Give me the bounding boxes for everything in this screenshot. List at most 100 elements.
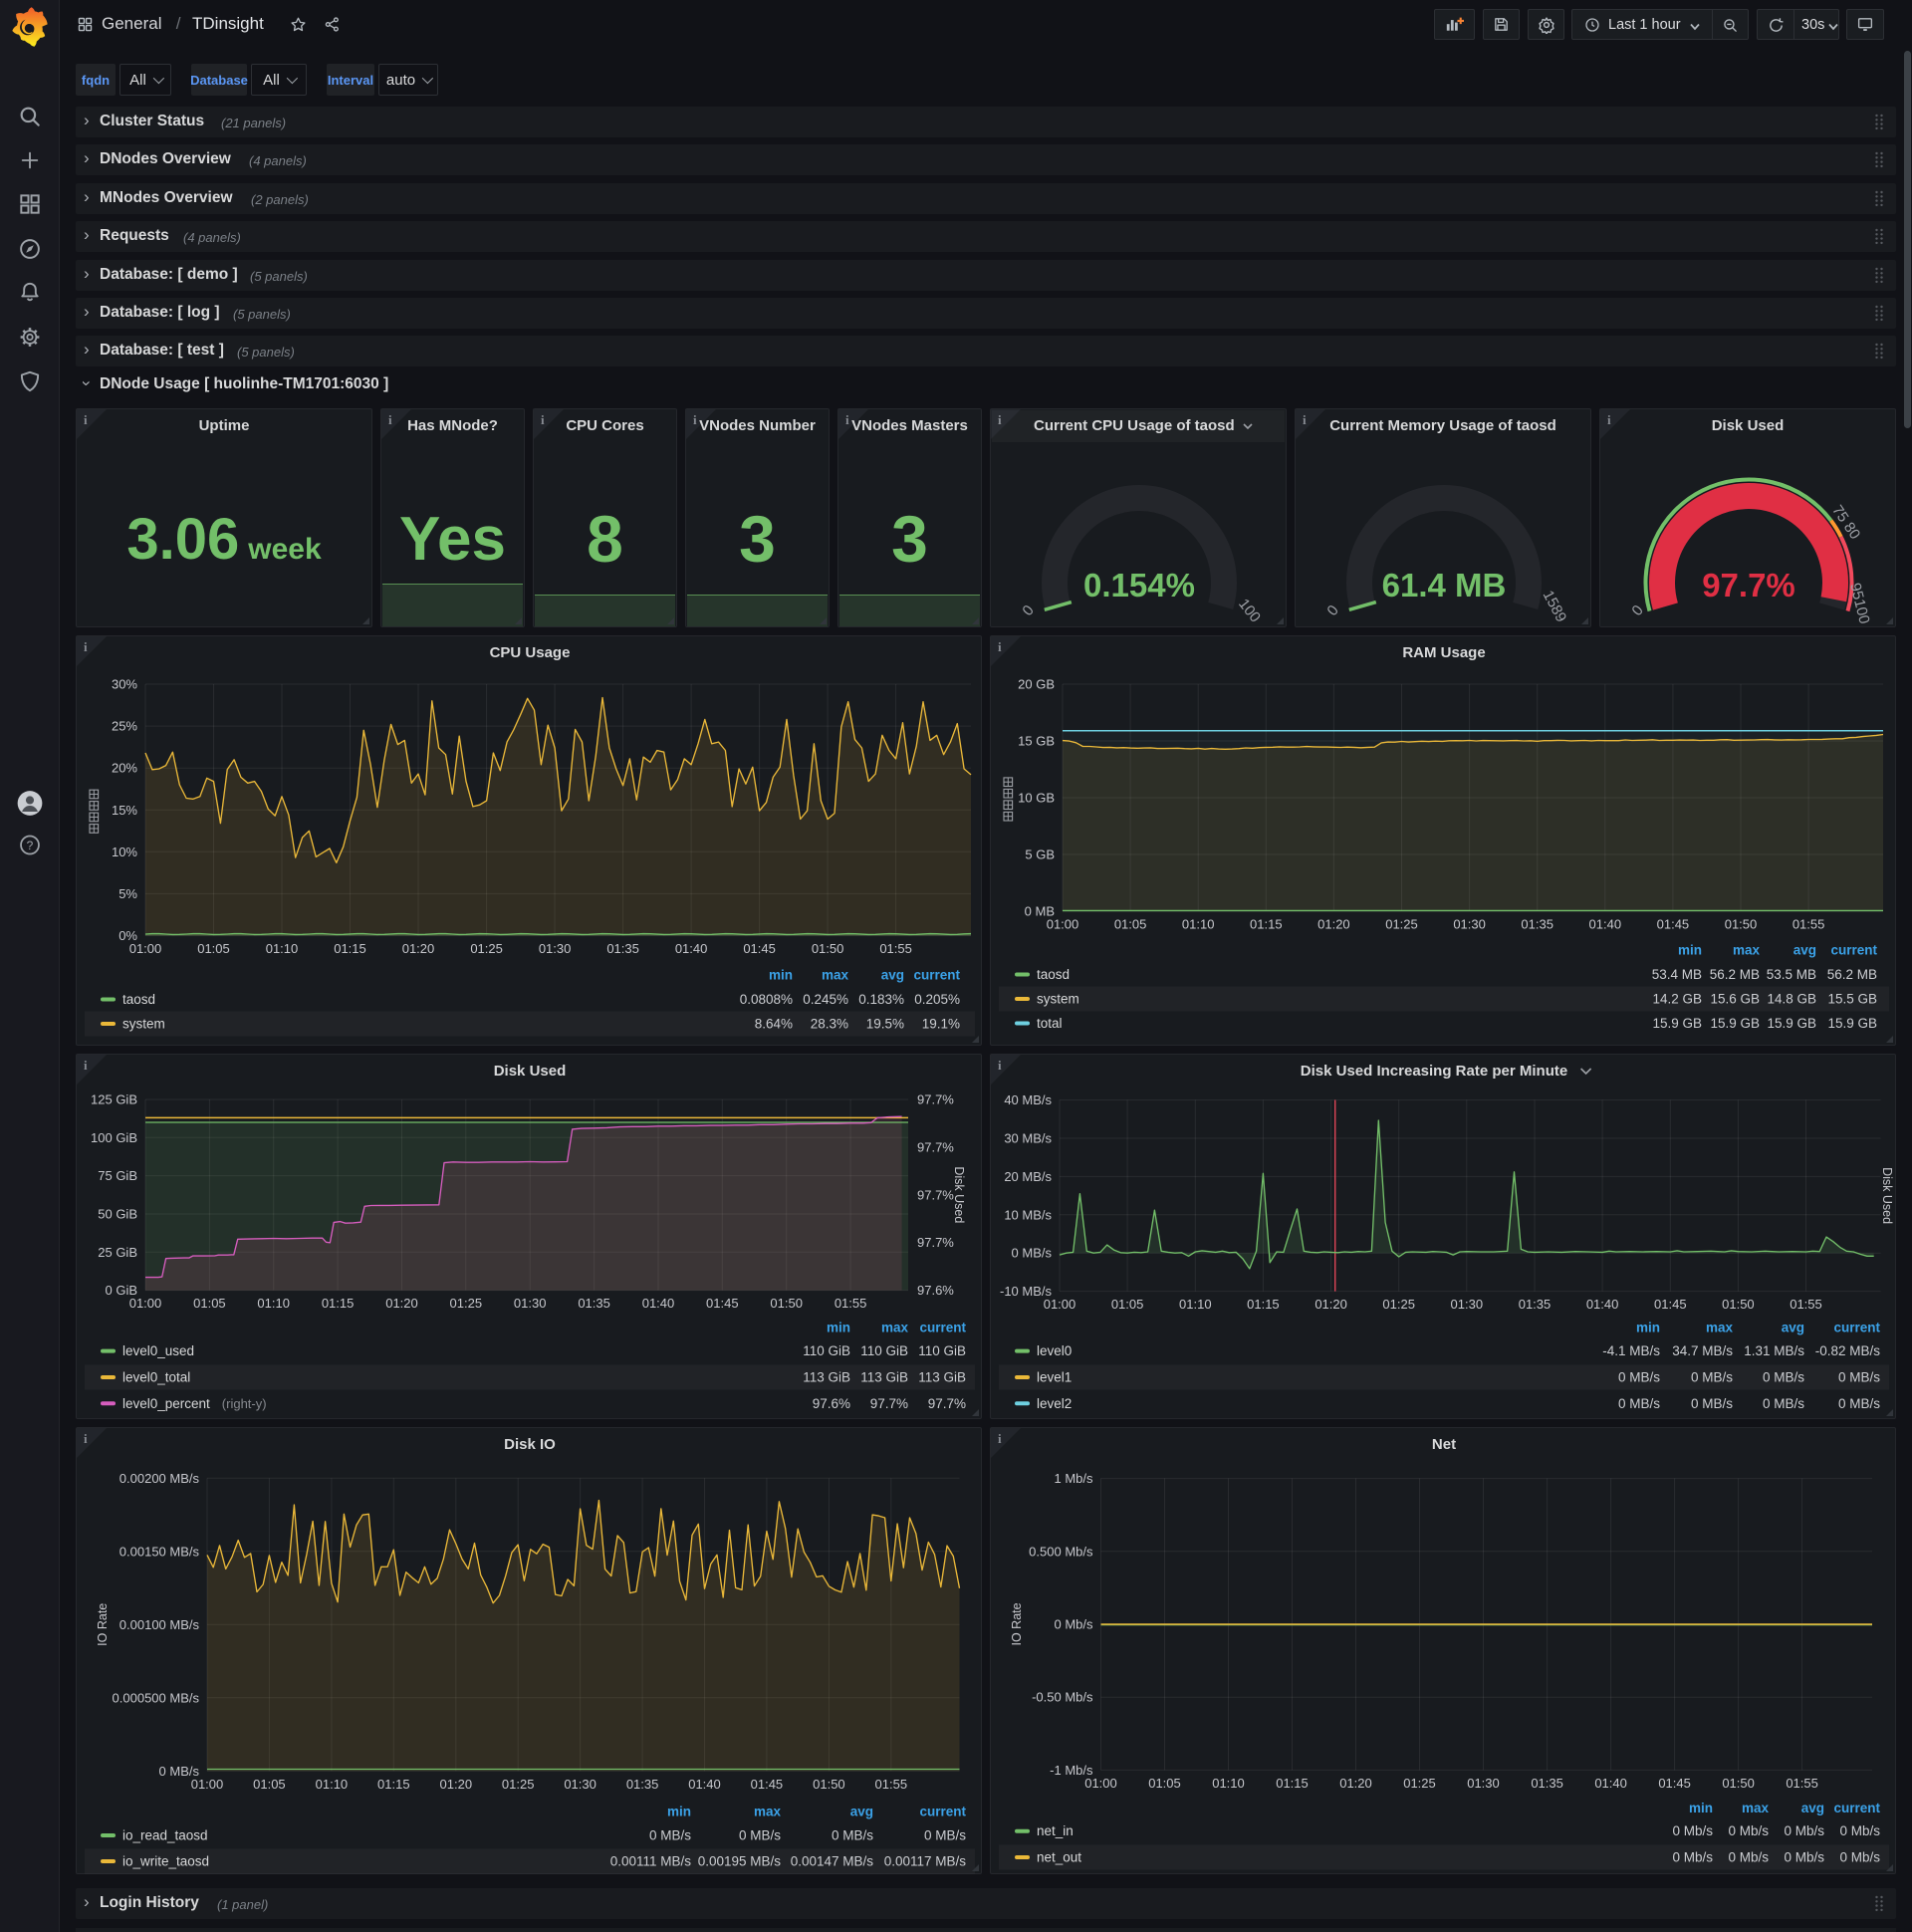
svg-text:max: max [1706, 1321, 1734, 1335]
svg-text:01:25: 01:25 [1385, 917, 1418, 932]
svg-text:01:10: 01:10 [316, 1777, 349, 1792]
svg-text:97.6%: 97.6% [917, 1283, 954, 1298]
svg-text:0.000500 MB/s: 0.000500 MB/s [113, 1690, 200, 1705]
svg-text:current: current [919, 1805, 966, 1819]
svg-text:110 GiB: 110 GiB [860, 1343, 908, 1358]
svg-text:97.7%: 97.7% [917, 1139, 954, 1154]
svg-text:Disk Used: Disk Used [952, 1166, 966, 1223]
svg-text:CPU Usage: CPU Usage [490, 644, 571, 661]
svg-text:-0.82 MB/s: -0.82 MB/s [1815, 1343, 1881, 1358]
svg-text:01:55: 01:55 [1786, 1776, 1818, 1791]
svg-text:01:30: 01:30 [564, 1777, 597, 1792]
svg-text:0 Mb/s: 0 Mb/s [1672, 1850, 1713, 1865]
svg-text:0 MB/s: 0 MB/s [832, 1828, 873, 1843]
svg-text:avg: avg [1801, 1801, 1824, 1815]
svg-text:net_out: net_out [1037, 1850, 1081, 1865]
svg-text:19.5%: 19.5% [866, 1017, 904, 1032]
svg-text:01:10: 01:10 [1212, 1776, 1245, 1791]
svg-text:io_read_taosd: io_read_taosd [122, 1828, 208, 1843]
svg-text:1 Mb/s: 1 Mb/s [1054, 1471, 1093, 1486]
svg-text:01:45: 01:45 [1654, 1297, 1687, 1312]
svg-text:system: system [1037, 992, 1079, 1007]
svg-text:-0.50 Mb/s: -0.50 Mb/s [1032, 1690, 1093, 1705]
svg-text:25%: 25% [112, 719, 137, 734]
svg-text:net_in: net_in [1037, 1823, 1074, 1838]
svg-text:01:45: 01:45 [751, 1777, 784, 1792]
svg-text:01:20: 01:20 [1339, 1776, 1372, 1791]
svg-text:01:50: 01:50 [812, 941, 844, 956]
svg-text:0.00150 MB/s: 0.00150 MB/s [120, 1544, 200, 1559]
svg-text:-10 MB/s: -10 MB/s [1000, 1284, 1053, 1299]
svg-text:level2: level2 [1037, 1396, 1072, 1411]
svg-text:97.7%: 97.7% [917, 1092, 954, 1107]
svg-text:0 Mb/s: 0 Mb/s [1054, 1617, 1093, 1632]
svg-text:14.8 GB: 14.8 GB [1767, 992, 1816, 1007]
svg-text:01:30: 01:30 [539, 941, 572, 956]
svg-text:01:20: 01:20 [385, 1296, 418, 1311]
svg-text:?: ? [26, 839, 33, 852]
svg-text:01:00: 01:00 [129, 941, 162, 956]
svg-text:0.500 Mb/s: 0.500 Mb/s [1029, 1544, 1093, 1559]
svg-text:61.4 MB: 61.4 MB [1382, 567, 1507, 604]
svg-text:0 MB: 0 MB [1025, 904, 1055, 919]
svg-text:01:40: 01:40 [1586, 1297, 1619, 1312]
svg-text:01:20: 01:20 [1317, 917, 1350, 932]
svg-text:01:00: 01:00 [1044, 1297, 1076, 1312]
svg-text:Disk Used: Disk Used [1880, 1167, 1894, 1224]
svg-text:0.245%: 0.245% [803, 992, 848, 1007]
svg-text:1589: 1589 [1540, 588, 1570, 624]
svg-text:0 MB/s: 0 MB/s [649, 1828, 691, 1843]
svg-text:01:30: 01:30 [1453, 917, 1486, 932]
svg-text:0 Mb/s: 0 Mb/s [1728, 1850, 1769, 1865]
svg-text:97.7%: 97.7% [870, 1396, 908, 1411]
svg-text:01:15: 01:15 [377, 1777, 410, 1792]
svg-text:min: min [1689, 1801, 1713, 1815]
svg-text:system: system [122, 1017, 165, 1032]
svg-text:current: current [919, 1321, 966, 1335]
svg-text:15.9 GB: 15.9 GB [1652, 1016, 1702, 1031]
svg-text:01:10: 01:10 [257, 1296, 290, 1311]
svg-text:100: 100 [1235, 596, 1264, 625]
svg-text:01:55: 01:55 [875, 1777, 908, 1792]
svg-text:01:25: 01:25 [470, 941, 503, 956]
svg-text:10 GB: 10 GB [1018, 791, 1055, 806]
svg-text:avg: avg [850, 1805, 873, 1819]
svg-text:current: current [1833, 1321, 1880, 1335]
svg-text:15.5 GB: 15.5 GB [1827, 992, 1877, 1007]
svg-text:0 MB/s: 0 MB/s [739, 1828, 781, 1843]
svg-text:97.7%: 97.7% [928, 1396, 966, 1411]
svg-text:Disk Used Increasing Rate per: Disk Used Increasing Rate per Minute [1301, 1063, 1567, 1080]
svg-text:0: 0 [1628, 602, 1646, 618]
svg-text:113 GiB: 113 GiB [860, 1370, 908, 1385]
svg-text:30%: 30% [112, 677, 137, 692]
svg-text:0.0808%: 0.0808% [740, 992, 793, 1007]
svg-text:01:25: 01:25 [502, 1777, 535, 1792]
svg-text:level0_percent: level0_percent [122, 1396, 210, 1411]
svg-text:100 GiB: 100 GiB [91, 1130, 137, 1145]
svg-text:75 GiB: 75 GiB [98, 1168, 137, 1183]
svg-text:113 GiB: 113 GiB [918, 1370, 966, 1385]
svg-text:01:15: 01:15 [322, 1296, 355, 1311]
svg-text:0 Mb/s: 0 Mb/s [1784, 1850, 1824, 1865]
svg-text:53.4 MB: 53.4 MB [1652, 967, 1702, 982]
svg-text:20%: 20% [112, 761, 137, 776]
svg-text:01:05: 01:05 [193, 1296, 226, 1311]
svg-text:0 MB/s: 0 MB/s [1618, 1396, 1660, 1411]
svg-text:Disk IO: Disk IO [504, 1436, 556, 1453]
svg-text:01:05: 01:05 [1111, 1297, 1144, 1312]
svg-text:current: current [1830, 943, 1877, 958]
svg-text:1.31 MB/s: 1.31 MB/s [1744, 1343, 1804, 1358]
svg-text:-4.1 MB/s: -4.1 MB/s [1602, 1343, 1660, 1358]
svg-text:15.9 GB: 15.9 GB [1827, 1016, 1877, 1031]
svg-text:14.2 GB: 14.2 GB [1652, 992, 1702, 1007]
svg-text:01:05: 01:05 [1114, 917, 1147, 932]
svg-text:01:00: 01:00 [1084, 1776, 1117, 1791]
svg-text:IO Rate: IO Rate [1010, 1602, 1024, 1645]
svg-text:level0_total: level0_total [122, 1370, 190, 1385]
svg-text:0.205%: 0.205% [914, 992, 960, 1007]
svg-text:min: min [1678, 943, 1702, 958]
svg-text:01:05: 01:05 [1148, 1776, 1181, 1791]
svg-text:0.00200 MB/s: 0.00200 MB/s [120, 1471, 200, 1486]
svg-text:40 MB/s: 40 MB/s [1004, 1092, 1052, 1107]
svg-text:01:10: 01:10 [1179, 1297, 1212, 1312]
